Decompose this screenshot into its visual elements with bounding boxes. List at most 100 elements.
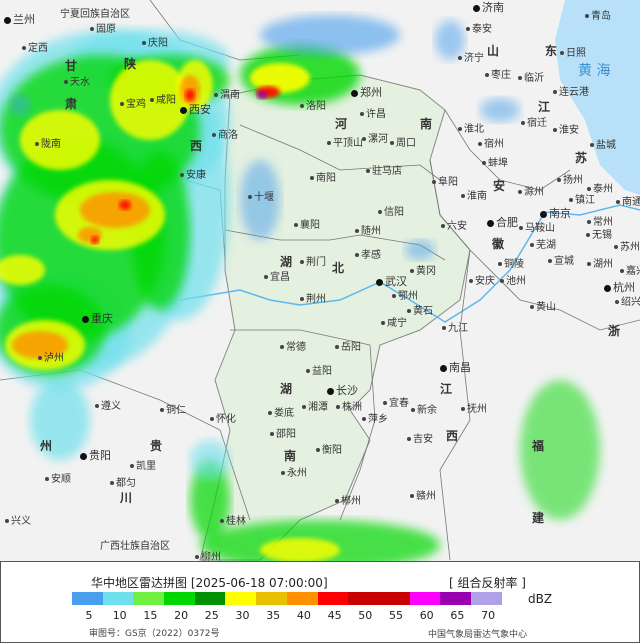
city-dot-icon [553, 90, 557, 94]
city-label: 枣庄 [485, 70, 511, 81]
city-name: 遵义 [101, 401, 121, 412]
radar-echo [240, 160, 280, 240]
city-name: 绍兴 [621, 297, 640, 308]
city-label: 襄阳 [294, 220, 320, 231]
city-label: 凯里 [130, 461, 156, 472]
radar-echo [10, 95, 30, 115]
city-dot-icon [410, 494, 414, 498]
city-name: 杭州 [613, 281, 635, 294]
city-name: 桂林 [226, 516, 246, 527]
city-dot-icon [360, 112, 364, 116]
city-dot-icon [614, 245, 618, 249]
city-dot-icon [281, 471, 285, 475]
city-dot-icon [521, 121, 525, 125]
city-label: 淮北 [458, 124, 484, 135]
city-label: 郴州 [335, 496, 361, 507]
city-dot-icon [120, 102, 124, 106]
city-dot-icon [500, 279, 504, 283]
city-label: 湖州 [587, 259, 613, 270]
city-label: 宝鸡 [120, 99, 146, 110]
city-dot-icon [553, 128, 557, 132]
city-label: 十堰 [248, 192, 274, 203]
scale-tick: 55 [389, 609, 403, 622]
city-label: 盐城 [590, 140, 616, 151]
city-name: 枣庄 [491, 70, 511, 81]
legend-panel: 华中地区雷达拼图 [2025-06-18 07:00:00] [ 组合反射率 ]… [0, 562, 640, 643]
city-label: 蚌埠 [482, 158, 508, 169]
city-dot-icon [407, 309, 411, 313]
scale-tick: 50 [358, 609, 373, 622]
map-canvas [0, 0, 640, 561]
city-name: 周口 [396, 138, 416, 149]
radar-echo [260, 15, 400, 55]
city-name: 济南 [482, 1, 504, 14]
city-dot-icon [268, 411, 272, 415]
city-label: 宜春 [383, 398, 409, 409]
province-label: 广西壮族自治区 [100, 541, 170, 552]
city-label: 新余 [411, 405, 437, 416]
city-dot-icon [587, 187, 591, 191]
city-name: 许昌 [366, 109, 386, 120]
city-dot-icon [362, 417, 366, 421]
radar-map[interactable]: 郑州 洛阳 许昌 平顶山 漯河 周口 南阳 驻马店 十堰 信阳 襄阳 随州 孝感 荆门 武汉 黄冈 鄂州 黄石 宜昌… [0, 0, 640, 562]
radar-echo [12, 331, 68, 359]
city-label: 柳州 [195, 552, 221, 561]
city-dot-icon [441, 224, 445, 228]
city-dot-icon [160, 408, 164, 412]
city-name: 西安 [189, 103, 211, 116]
city-name: 武汉 [385, 275, 407, 288]
city-name: 兰州 [13, 13, 35, 26]
city-label: 嘉兴 [620, 266, 640, 277]
city-name: 黄山 [536, 302, 556, 313]
city-name: 贵阳 [89, 449, 111, 462]
city-label: 淮南 [461, 191, 487, 202]
city-label: 淮安 [553, 125, 579, 136]
scale-tick: 25 [204, 609, 219, 622]
radar-echo [119, 200, 131, 210]
city-name: 湖州 [593, 259, 613, 270]
city-label: 合肥 [487, 217, 518, 228]
city-name: 郑州 [360, 86, 382, 99]
province-label: 州 [40, 439, 53, 453]
city-dot-icon [442, 326, 446, 330]
city-name: 宜春 [389, 398, 409, 409]
radar-echo [520, 380, 600, 520]
radar-echo [260, 538, 340, 561]
radar-echo [257, 91, 267, 99]
city-dot-icon [64, 80, 68, 84]
city-name: 陇南 [41, 139, 61, 150]
city-dot-icon [615, 300, 619, 304]
city-name: 随州 [361, 226, 381, 237]
city-name: 洛阳 [306, 101, 326, 112]
province-label: 山 [487, 44, 500, 58]
province-label: 贵 [150, 439, 163, 453]
city-dot-icon [485, 73, 489, 77]
city-name: 赣州 [416, 491, 436, 502]
yellow-sea [555, 0, 640, 195]
scale-swatch [256, 592, 287, 605]
city-name: 天水 [70, 77, 90, 88]
yangtze-river [179, 204, 640, 323]
city-name: 益阳 [312, 366, 332, 377]
city-label: 日照 [560, 48, 586, 59]
city-name: 镇江 [575, 195, 595, 206]
city-dot-icon [248, 195, 252, 199]
province-label: 南 [284, 449, 297, 463]
city-dot-icon [327, 141, 331, 145]
city-label: 滁州 [518, 187, 544, 198]
city-dot-icon [95, 404, 99, 408]
city-name: 合肥 [496, 216, 518, 229]
city-dot-icon [280, 345, 284, 349]
city-label: 兰州 [4, 14, 35, 25]
city-dot-icon [22, 46, 26, 50]
city-dot-icon [458, 56, 462, 60]
province-label: 江 [538, 100, 551, 114]
city-name: 宜昌 [270, 272, 290, 283]
city-label: 临沂 [518, 73, 544, 84]
city-label: 马鞍山 [519, 223, 555, 234]
province-label: 西 [446, 429, 459, 443]
scale-tick: 30 [235, 609, 250, 622]
city-dot-icon [4, 16, 11, 24]
city-label: 宿州 [478, 139, 504, 150]
city-label: 吉安 [407, 434, 433, 445]
